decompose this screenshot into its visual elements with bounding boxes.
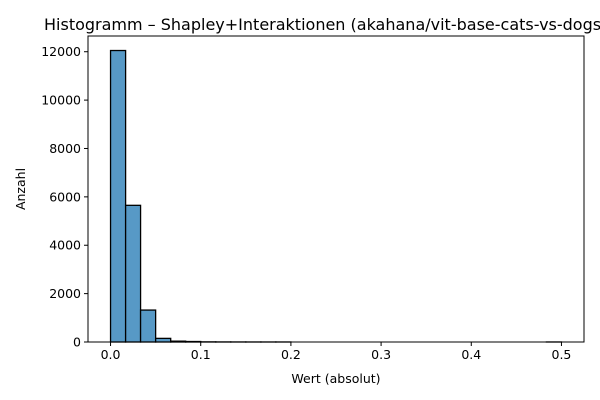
x-tick-label: 0.4 bbox=[461, 347, 481, 362]
x-tick-label: 0.2 bbox=[281, 347, 301, 362]
x-tick-label: 0.1 bbox=[191, 347, 211, 362]
histogram-bar-2 bbox=[139, 309, 157, 343]
y-tick-label: 4000 bbox=[49, 238, 81, 253]
y-axis-label: Anzahl bbox=[13, 168, 28, 210]
y-tick-label: 0 bbox=[73, 335, 81, 350]
plot-frame bbox=[87, 35, 585, 343]
y-axis-ticks: 0 2000 4000 6000 8000 10000 12000 bbox=[41, 44, 88, 350]
x-axis-label: Wert (absolut) bbox=[291, 371, 380, 386]
y-tick-label: 6000 bbox=[49, 189, 81, 204]
histogram-bars bbox=[109, 49, 563, 343]
histogram-bar-0 bbox=[109, 49, 127, 343]
x-tick-label: 0.5 bbox=[552, 347, 572, 362]
chart-title: Histogramm – Shapley+Interaktionen (akah… bbox=[44, 15, 600, 34]
histogram-bar-3 bbox=[154, 337, 172, 343]
y-tick-label: 12000 bbox=[41, 44, 81, 59]
x-tick-label: 0.0 bbox=[101, 347, 121, 362]
histogram-bar-1 bbox=[124, 204, 142, 343]
y-tick-label: 2000 bbox=[49, 286, 81, 301]
x-tick-label: 0.3 bbox=[371, 347, 391, 362]
y-tick-label: 8000 bbox=[49, 141, 81, 156]
y-tick-label: 10000 bbox=[41, 93, 81, 108]
x-axis-ticks: 0.0 0.1 0.2 0.3 0.4 0.5 bbox=[101, 342, 572, 362]
